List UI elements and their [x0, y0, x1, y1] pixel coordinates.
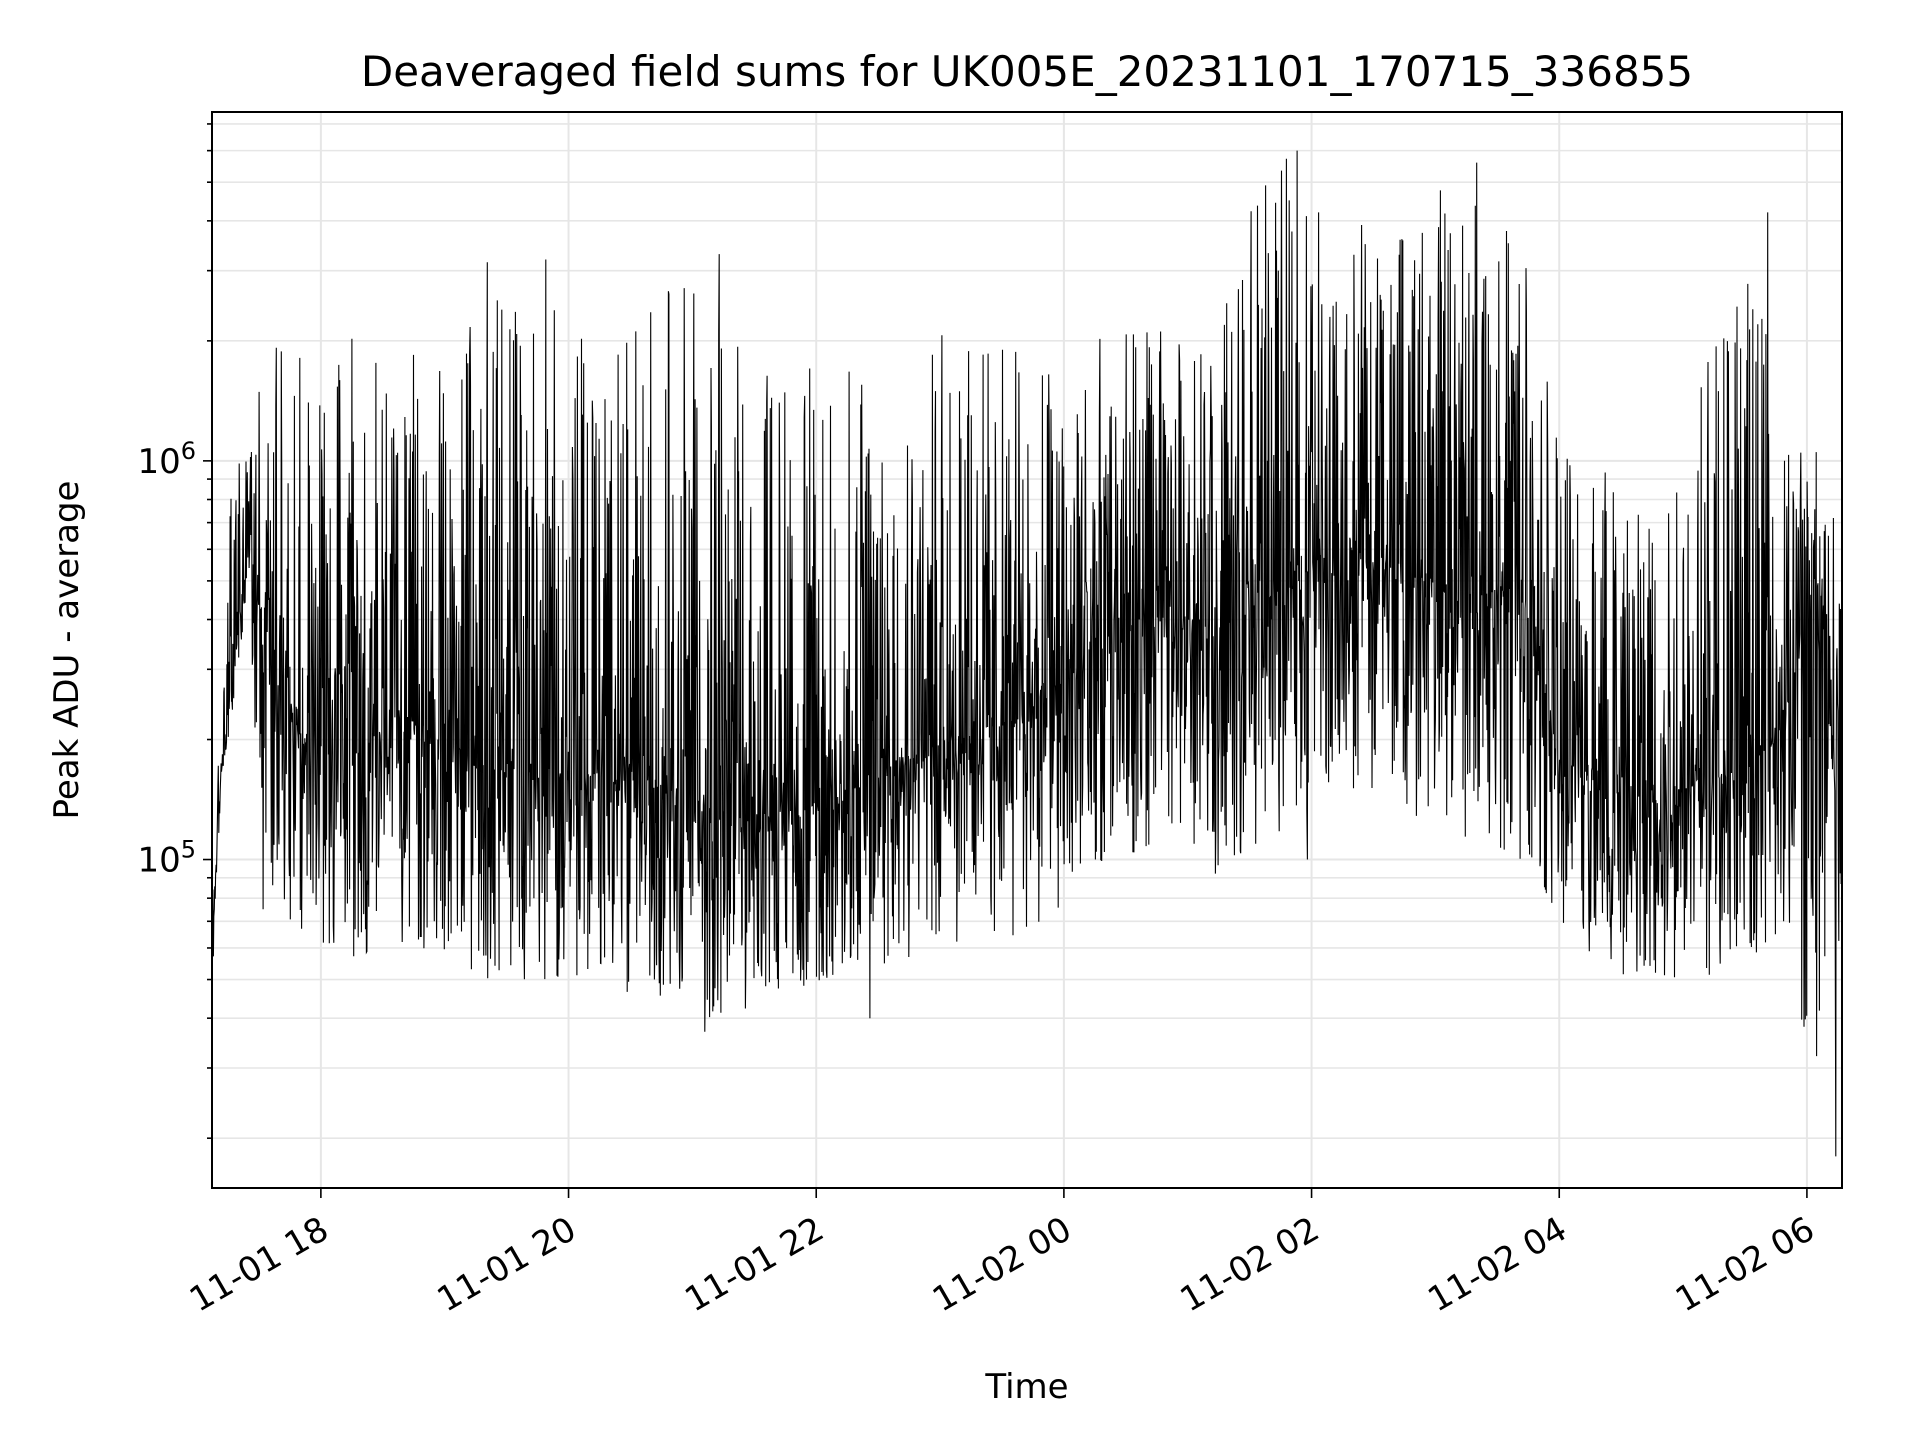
data-series	[211, 150, 1843, 1157]
x-axis-label: Time	[984, 1367, 1068, 1407]
y-tick-label: 106	[137, 437, 196, 482]
chart-title: Deaveraged field sums for UK005E_2023110…	[361, 47, 1693, 96]
y-tick-label-exponent: 6	[181, 437, 196, 465]
y-tick-label-base: 10	[137, 841, 180, 881]
series-line	[211, 150, 1843, 1157]
y-tick-label: 105	[137, 836, 196, 881]
y-axis-label: Peak ADU - average	[47, 481, 87, 820]
y-tick-label-exponent: 5	[181, 836, 196, 864]
plot-frame	[211, 111, 1843, 1189]
y-tick-label-base: 10	[137, 442, 180, 482]
